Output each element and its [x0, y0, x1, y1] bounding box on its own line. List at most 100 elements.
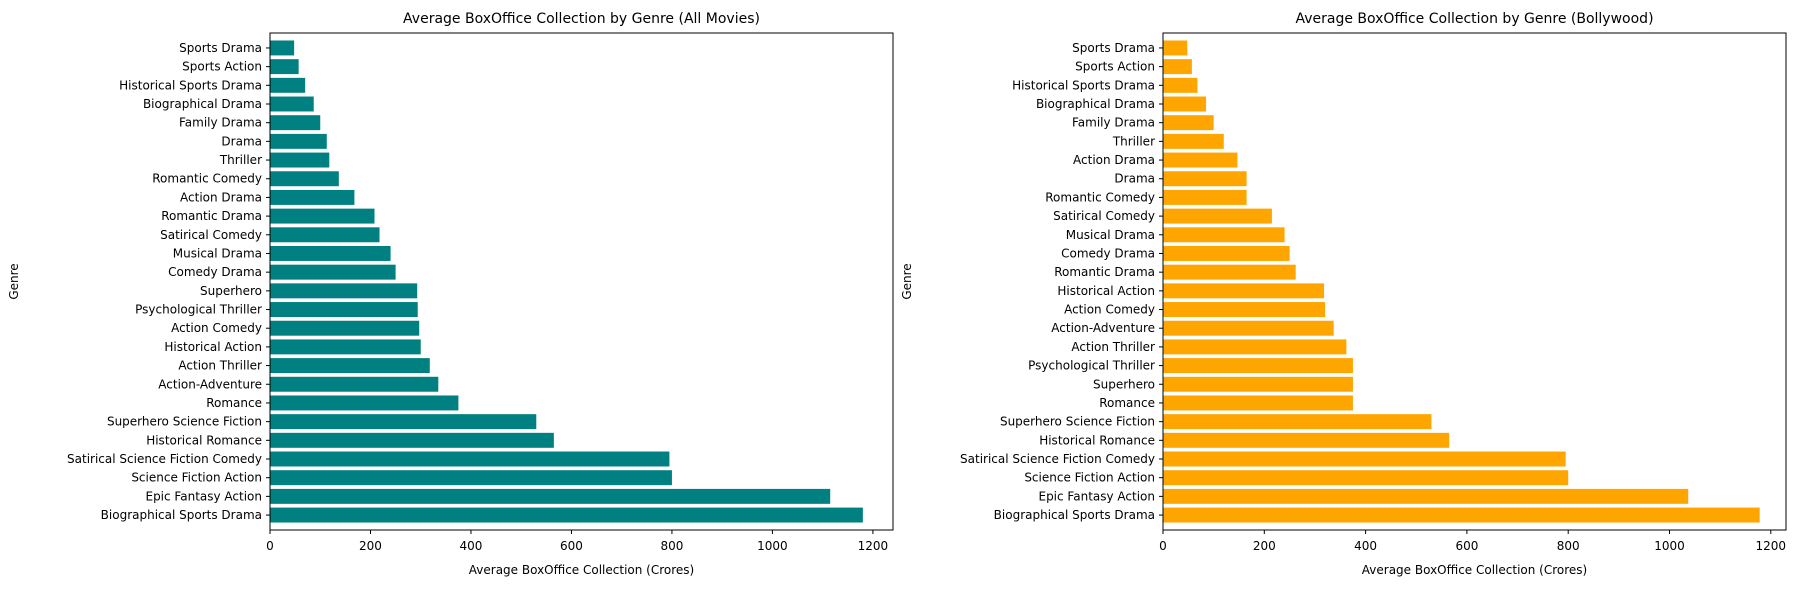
- bar-musical-drama: [1163, 227, 1285, 243]
- y-tick-label: Superhero Science Fiction: [1000, 415, 1155, 429]
- x-tick-label: 800: [660, 539, 683, 553]
- bar-sports-action: [270, 59, 299, 75]
- y-tick-label: Biographical Sports Drama: [101, 508, 262, 522]
- bar-comedy-drama: [270, 264, 396, 280]
- bar-historical-romance: [270, 432, 554, 448]
- y-tick-label: Thriller: [219, 153, 262, 167]
- bar-satirical-comedy: [1163, 208, 1272, 224]
- x-tick-label: 400: [1354, 539, 1377, 553]
- bar-romantic-comedy: [270, 171, 339, 187]
- chart-title: Average BoxOffice Collection by Genre (B…: [1295, 11, 1653, 27]
- bar-action-adventure: [270, 376, 439, 392]
- bar-satirical-comedy: [270, 227, 380, 243]
- bar-family-drama: [270, 115, 321, 131]
- bar-historical-action: [1163, 283, 1325, 299]
- bar-superhero: [270, 283, 418, 299]
- x-tick-label: 400: [460, 539, 483, 553]
- bar-romantic-drama: [1163, 264, 1296, 280]
- bar-historical-romance: [1163, 432, 1450, 448]
- y-tick-label: Action-Adventure: [1051, 321, 1155, 335]
- bar-historical-sports-drama: [1163, 77, 1198, 93]
- y-tick-label: Romantic Comedy: [152, 172, 262, 186]
- bar-science-fiction-action: [1163, 470, 1569, 486]
- plot-frame: [269, 32, 894, 531]
- y-tick-label: Historical Romance: [146, 433, 262, 447]
- y-tick-label: Family Drama: [1072, 116, 1155, 130]
- bar-action-comedy: [270, 320, 420, 336]
- y-tick-label: Science Fiction Action: [1024, 471, 1155, 485]
- y-tick-label: Historical Action: [164, 340, 262, 354]
- y-axis-label: Genre: [7, 263, 21, 299]
- y-tick-label: Comedy Drama: [1061, 246, 1155, 260]
- y-tick-label: Satirical Science Fiction Comedy: [67, 452, 262, 466]
- bar-action-adventure: [1163, 320, 1334, 336]
- y-tick-label: Satirical Science Fiction Comedy: [960, 452, 1155, 466]
- bar-sports-action: [1163, 59, 1192, 75]
- x-tick-label: 600: [560, 539, 583, 553]
- y-axis-label: Genre: [900, 263, 914, 299]
- bar-family-drama: [1163, 115, 1214, 131]
- y-tick-label: Action Drama: [1073, 153, 1155, 167]
- bar-romantic-comedy: [1163, 189, 1247, 205]
- y-tick-label: Romantic Comedy: [1045, 190, 1155, 204]
- x-tick-label: 0: [266, 539, 274, 553]
- bar-satirical-science-fiction-comedy: [1163, 451, 1566, 467]
- bar-action-comedy: [1163, 302, 1326, 317]
- chart-title: Average BoxOffice Collection by Genre (A…: [403, 11, 760, 27]
- y-tick-label: Drama: [221, 134, 262, 148]
- y-tick-label: Historical Sports Drama: [1012, 78, 1155, 92]
- y-tick-label: Epic Fantasy Action: [145, 489, 262, 503]
- y-tick-label: Sports Action: [182, 60, 262, 74]
- y-tick-label: Superhero: [1093, 377, 1155, 391]
- y-tick-label: Historical Action: [1057, 284, 1155, 298]
- bar-biographical-drama: [270, 96, 314, 112]
- y-tick-label: Superhero Science Fiction: [107, 415, 262, 429]
- bar-drama: [1163, 171, 1247, 187]
- bar-action-drama: [1163, 152, 1238, 168]
- y-tick-label: Satirical Comedy: [160, 228, 262, 242]
- y-tick-label: Action Thriller: [178, 359, 262, 373]
- bar-action-thriller: [270, 358, 430, 374]
- y-tick-label: Historical Sports Drama: [119, 78, 262, 92]
- bar-psychological-thriller: [1163, 358, 1353, 374]
- y-tick-label: Sports Action: [1075, 60, 1155, 74]
- x-tick-label: 1200: [1756, 539, 1787, 553]
- y-tick-label: Superhero: [200, 284, 262, 298]
- x-tick-label: 1000: [1654, 539, 1685, 553]
- bar-historical-sports-drama: [270, 77, 306, 93]
- plot-frame: [1162, 32, 1787, 531]
- bar-thriller: [1163, 133, 1224, 149]
- x-tick-label: 600: [1455, 539, 1478, 553]
- y-tick-label: Satirical Comedy: [1053, 209, 1155, 223]
- x-tick-label: 200: [1253, 539, 1276, 553]
- bar-biographical-sports-drama: [270, 507, 863, 523]
- bar-thriller: [270, 152, 330, 168]
- y-tick-label: Romantic Drama: [161, 209, 262, 223]
- y-tick-label: Psychological Thriller: [1028, 359, 1155, 373]
- y-tick-label: Drama: [1114, 172, 1155, 186]
- y-tick-label: Romance: [1099, 396, 1155, 410]
- x-tick-label: 200: [359, 539, 382, 553]
- bar-psychological-thriller: [270, 302, 418, 317]
- y-tick-label: Musical Drama: [1066, 228, 1155, 242]
- y-tick-label: Comedy Drama: [168, 265, 262, 279]
- y-tick-label: Romantic Drama: [1054, 265, 1155, 279]
- y-tick-label: Psychological Thriller: [135, 303, 262, 317]
- y-tick-label: Science Fiction Action: [131, 471, 262, 485]
- y-tick-label: Action Drama: [180, 190, 262, 204]
- bar-epic-fantasy-action: [270, 488, 831, 504]
- y-tick-label: Romance: [206, 396, 262, 410]
- bar-romantic-drama: [270, 208, 375, 224]
- y-tick-label: Epic Fantasy Action: [1038, 489, 1155, 503]
- x-tick-label: 1000: [757, 539, 788, 553]
- bar-historical-action: [270, 339, 421, 355]
- y-tick-label: Action Comedy: [171, 321, 262, 335]
- bar-sports-drama: [1163, 40, 1188, 56]
- bar-action-thriller: [1163, 339, 1347, 355]
- bar-epic-fantasy-action: [1163, 488, 1689, 504]
- y-tick-label: Biographical Drama: [143, 97, 262, 111]
- bar-biographical-sports-drama: [1163, 507, 1760, 523]
- y-tick-label: Action Thriller: [1071, 340, 1155, 354]
- bar-musical-drama: [270, 246, 391, 261]
